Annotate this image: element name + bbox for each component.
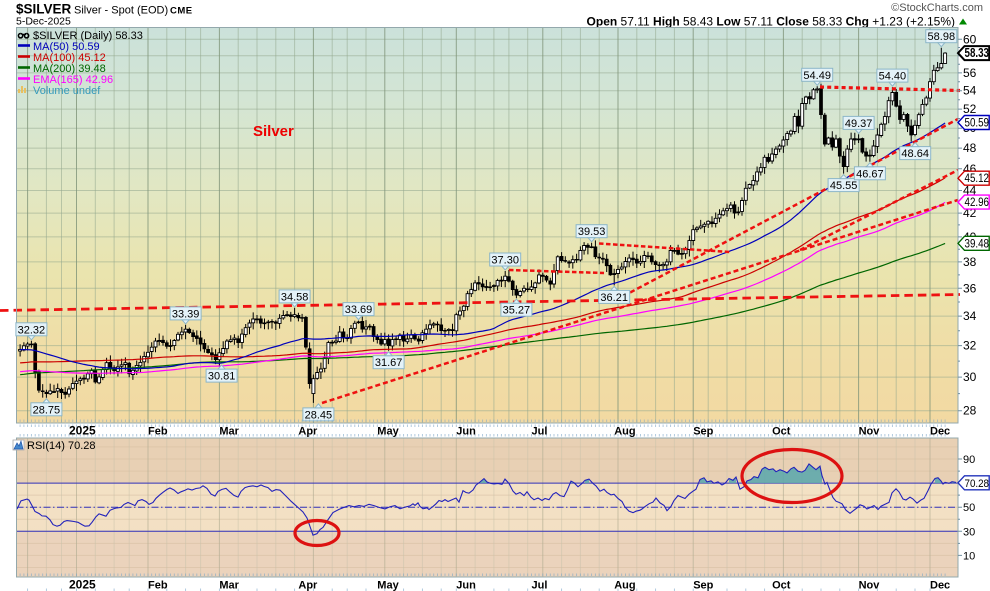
svg-text:Apr: Apr bbox=[298, 426, 318, 438]
svg-text:Nov: Nov bbox=[859, 426, 881, 438]
svg-text:Nov: Nov bbox=[859, 580, 881, 591]
svg-text:34: 34 bbox=[963, 309, 977, 323]
svg-text:Dec: Dec bbox=[930, 426, 950, 438]
svg-text:Volume undef: Volume undef bbox=[33, 85, 101, 97]
svg-text:39.48: 39.48 bbox=[965, 238, 990, 250]
svg-text:28: 28 bbox=[963, 404, 977, 418]
svg-text:5-Dec-2025: 5-Dec-2025 bbox=[16, 16, 71, 28]
svg-text:36: 36 bbox=[963, 281, 977, 295]
svg-text:EMA(165) 42.96: EMA(165) 42.96 bbox=[33, 74, 113, 86]
svg-text:Mar: Mar bbox=[219, 580, 239, 591]
svg-text:28.45: 28.45 bbox=[305, 409, 333, 421]
svg-text:37.30: 37.30 bbox=[491, 255, 519, 267]
svg-text:Jul: Jul bbox=[532, 580, 548, 591]
svg-text:Silver - Spot (EOD): Silver - Spot (EOD) bbox=[74, 5, 168, 17]
svg-text:©StockCharts.com: ©StockCharts.com bbox=[891, 2, 983, 14]
svg-text:54.40: 54.40 bbox=[879, 71, 907, 83]
svg-text:33.39: 33.39 bbox=[172, 308, 200, 320]
svg-text:Oct: Oct bbox=[772, 580, 791, 591]
svg-text:54.49: 54.49 bbox=[803, 70, 831, 82]
svg-text:May: May bbox=[377, 426, 399, 438]
svg-text:46.67: 46.67 bbox=[856, 168, 884, 180]
svg-text:10: 10 bbox=[963, 550, 975, 562]
svg-text:MA(200) 39.48: MA(200) 39.48 bbox=[33, 63, 106, 75]
svg-text:48: 48 bbox=[963, 141, 977, 155]
svg-text:Jul: Jul bbox=[532, 426, 548, 438]
svg-text:Oct: Oct bbox=[772, 426, 791, 438]
svg-text:May: May bbox=[377, 580, 399, 591]
svg-text:35.27: 35.27 bbox=[503, 305, 531, 317]
svg-text:32: 32 bbox=[963, 339, 977, 353]
svg-text:Jun: Jun bbox=[456, 426, 476, 438]
svg-text:38: 38 bbox=[963, 255, 977, 269]
svg-text:$SILVER (Daily) 58.33: $SILVER (Daily) 58.33 bbox=[33, 30, 143, 42]
svg-text:45.12: 45.12 bbox=[965, 173, 990, 185]
svg-text:36.21: 36.21 bbox=[600, 292, 628, 304]
svg-text:56: 56 bbox=[963, 66, 977, 80]
svg-text:Dec: Dec bbox=[930, 580, 950, 591]
svg-text:52: 52 bbox=[963, 102, 977, 116]
svg-text:58.98: 58.98 bbox=[928, 31, 956, 43]
svg-text:33.69: 33.69 bbox=[345, 304, 373, 316]
svg-text:Mar: Mar bbox=[219, 426, 239, 438]
svg-text:Sep: Sep bbox=[693, 580, 713, 591]
svg-text:42.96: 42.96 bbox=[965, 197, 990, 209]
svg-text:32.32: 32.32 bbox=[18, 324, 46, 336]
svg-text:Silver: Silver bbox=[253, 123, 294, 140]
svg-text:RSI(14) 70.28: RSI(14) 70.28 bbox=[27, 440, 95, 452]
svg-text:45.55: 45.55 bbox=[830, 180, 858, 192]
svg-text:28.75: 28.75 bbox=[33, 404, 61, 416]
svg-text:Feb: Feb bbox=[148, 426, 168, 438]
svg-text:CME: CME bbox=[170, 6, 193, 17]
svg-text:2025: 2025 bbox=[69, 578, 96, 591]
svg-text:58.33: 58.33 bbox=[965, 46, 990, 60]
svg-text:MA(50) 50.59: MA(50) 50.59 bbox=[33, 41, 100, 53]
svg-text:60: 60 bbox=[963, 32, 977, 46]
svg-text:Aug: Aug bbox=[614, 580, 635, 591]
svg-text:Open 57.11 High 58.43 Low 57.1: Open 57.11 High 58.43 Low 57.11 Close 58… bbox=[587, 15, 955, 29]
svg-text:Apr: Apr bbox=[298, 580, 318, 591]
svg-text:Jun: Jun bbox=[456, 580, 476, 591]
svg-text:90: 90 bbox=[963, 454, 975, 466]
svg-text:30: 30 bbox=[963, 526, 975, 538]
svg-text:48.64: 48.64 bbox=[901, 148, 929, 160]
svg-text:Sep: Sep bbox=[693, 426, 713, 438]
svg-text:70.28: 70.28 bbox=[965, 478, 990, 490]
svg-text:49.37: 49.37 bbox=[845, 118, 873, 130]
svg-text:54: 54 bbox=[963, 84, 977, 98]
svg-text:31.67: 31.67 bbox=[375, 357, 403, 369]
svg-text:39.53: 39.53 bbox=[578, 226, 606, 238]
svg-text:$SILVER: $SILVER bbox=[16, 2, 72, 17]
svg-text:34.58: 34.58 bbox=[281, 291, 309, 303]
svg-text:44: 44 bbox=[963, 184, 977, 198]
svg-text:50.59: 50.59 bbox=[965, 118, 990, 130]
svg-text:30: 30 bbox=[963, 370, 977, 384]
svg-text:MA(100) 45.12: MA(100) 45.12 bbox=[33, 52, 106, 64]
svg-text:2025: 2025 bbox=[69, 424, 96, 438]
svg-text:Aug: Aug bbox=[614, 426, 635, 438]
svg-text:50: 50 bbox=[963, 502, 975, 514]
svg-text:30.81: 30.81 bbox=[208, 371, 236, 383]
svg-text:Feb: Feb bbox=[148, 580, 168, 591]
